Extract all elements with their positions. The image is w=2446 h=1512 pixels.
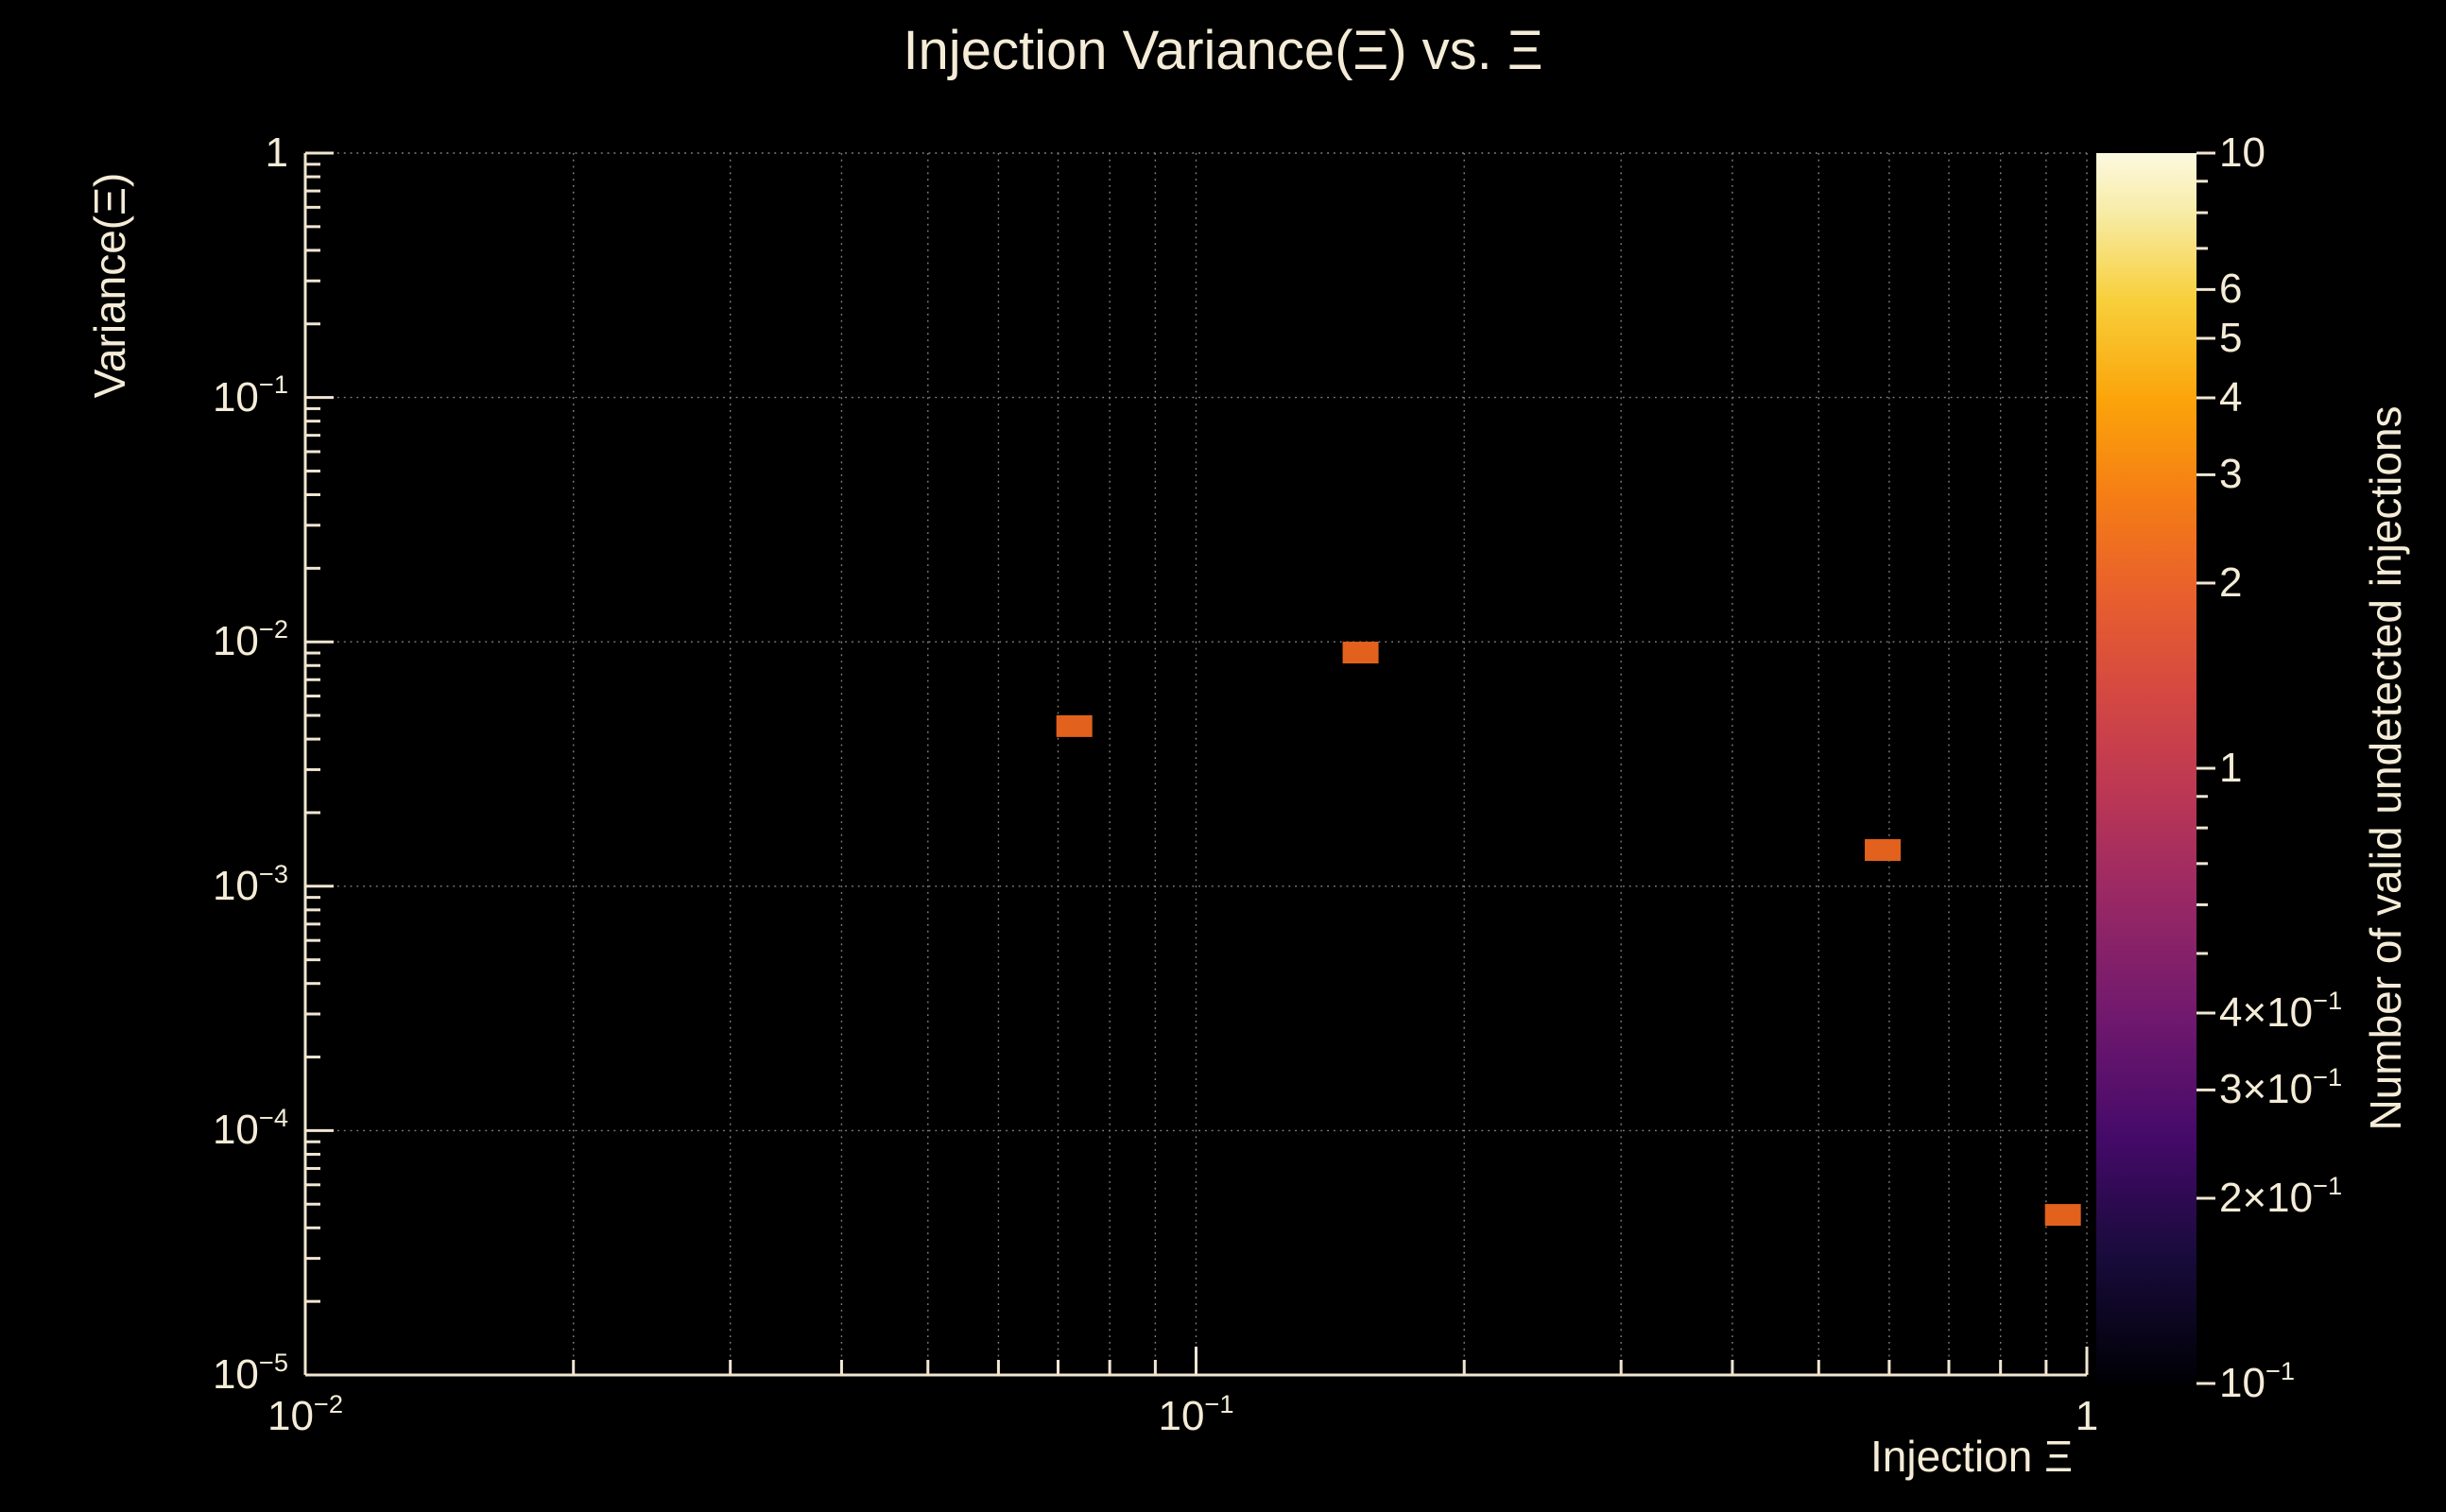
colorbar-tick-label: 5 [2219,314,2243,361]
colorbar-tick-label: 6 [2219,266,2243,313]
x-tick-label: 10 −2 [267,1388,344,1439]
data-marker [1342,642,1379,664]
data-marker [1056,714,1093,737]
y-axis-title: Variance(Ξ) [85,172,134,399]
colorbar-ticks [2196,151,2215,1385]
colorbar-tick-label: 4×10 −1 [2219,985,2343,1037]
colorbar-tick-label: 10 [2219,129,2265,176]
colorbar-tick-label: 4 [2219,374,2243,421]
colorbar-gradient [2096,153,2196,1383]
colorbar-tick-label: 3 [2219,451,2243,498]
colorbar-tick-label: 2 [2219,559,2243,607]
colorbar-tick-label: 1 [2219,745,2243,791]
axis-ticks [303,151,2089,1377]
data-marker [2044,1204,2081,1227]
colorbar-tick-label: 2×10 −1 [2219,1170,2343,1222]
x-axis-title: Injection Ξ [1869,1432,2074,1481]
data-marker [1865,839,1902,862]
grid-lines [304,152,2088,1376]
colorbar-tick-label: 3×10 −1 [2219,1062,2343,1113]
colorbar-tick-label: 10 −1 [2219,1355,2296,1406]
colorbar-title: Number of valid undetected injections [2361,405,2410,1131]
y-tick-label: 10 −4 [212,1103,288,1154]
y-tick-label: 1 [265,129,288,176]
y-tick-label: 10 −5 [212,1347,288,1398]
y-tick-label: 10 −1 [212,369,288,421]
x-tick-label: 10 −1 [1158,1388,1234,1439]
y-tick-label: 10 −2 [212,613,288,665]
y-tick-label: 10 −3 [212,858,288,909]
chart-title: Injection Variance(Ξ) vs. Ξ [903,20,1543,81]
x-tick-label: 1 [2075,1393,2099,1439]
